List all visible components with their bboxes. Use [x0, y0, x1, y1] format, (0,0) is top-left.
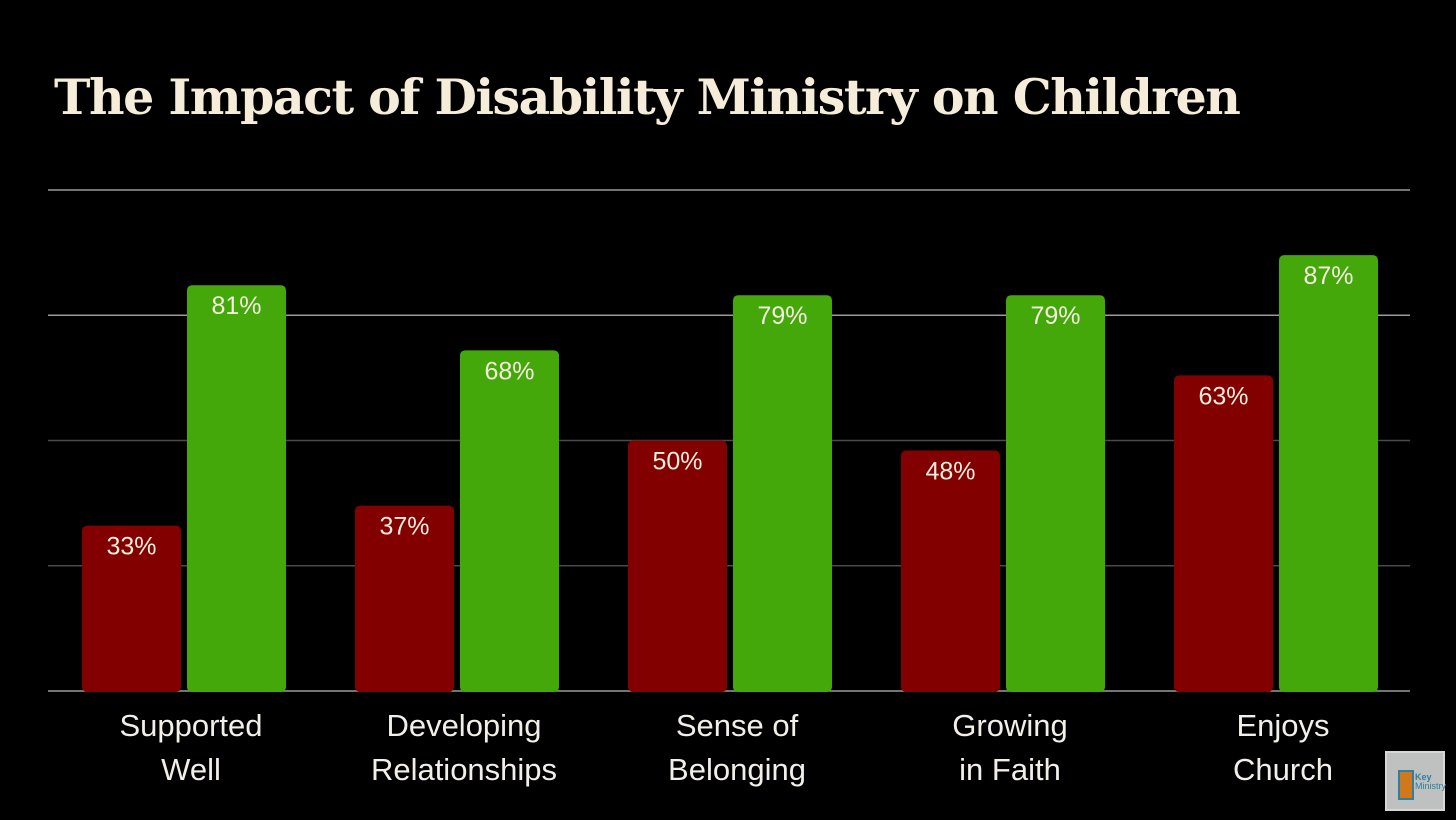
- data-label: 81%: [211, 292, 261, 320]
- bar-green-1: [460, 350, 559, 692]
- category-label-line: Supported: [119, 708, 263, 743]
- logo-line2: Ministry: [1415, 781, 1446, 791]
- logo-text: Key Ministry: [1415, 773, 1446, 791]
- category-label: Supported Well: [71, 704, 311, 792]
- category-label-line: Relationships: [370, 752, 558, 787]
- category-label-line: Developing: [386, 708, 542, 743]
- data-label: 63%: [1198, 382, 1248, 410]
- category-label-line: Enjoys: [1236, 708, 1330, 743]
- data-label: 48%: [925, 458, 975, 486]
- category-label-line: Well: [161, 752, 221, 787]
- data-label: 79%: [757, 302, 807, 330]
- key-ministry-logo: Key Ministry: [1385, 751, 1446, 811]
- bar-green-4: [1279, 255, 1378, 692]
- bar-green-0: [187, 285, 286, 692]
- category-label-line: Belonging: [668, 752, 806, 787]
- data-label: 79%: [1030, 302, 1080, 330]
- bar-green-2: [733, 295, 832, 692]
- category-label-line: Church: [1233, 752, 1333, 787]
- bar-green-3: [1006, 295, 1105, 692]
- bar-red-3: [901, 450, 1000, 692]
- bar-red-0: [82, 525, 181, 692]
- category-label-line: Sense of: [675, 708, 799, 743]
- category-label: Growing in Faith: [890, 704, 1130, 792]
- bar-red-1: [355, 505, 454, 692]
- bar-red-2: [628, 440, 727, 692]
- door-icon: [1398, 770, 1414, 800]
- category-label: Developing Relationships: [344, 704, 584, 792]
- category-label: Enjoys Church: [1163, 704, 1403, 792]
- data-label: 87%: [1303, 262, 1353, 290]
- category-label-line: in Faith: [959, 752, 1061, 787]
- category-label-line: Growing: [952, 708, 1068, 743]
- bar-red-4: [1174, 375, 1273, 692]
- data-label: 33%: [106, 533, 156, 561]
- data-label: 50%: [652, 448, 702, 476]
- logo-line1: Key: [1415, 772, 1432, 782]
- chart-title: The Impact of Disability Ministry on Chi…: [54, 68, 1241, 126]
- data-label: 68%: [484, 357, 534, 385]
- data-label: 37%: [379, 513, 429, 541]
- category-label: Sense of Belonging: [617, 704, 857, 792]
